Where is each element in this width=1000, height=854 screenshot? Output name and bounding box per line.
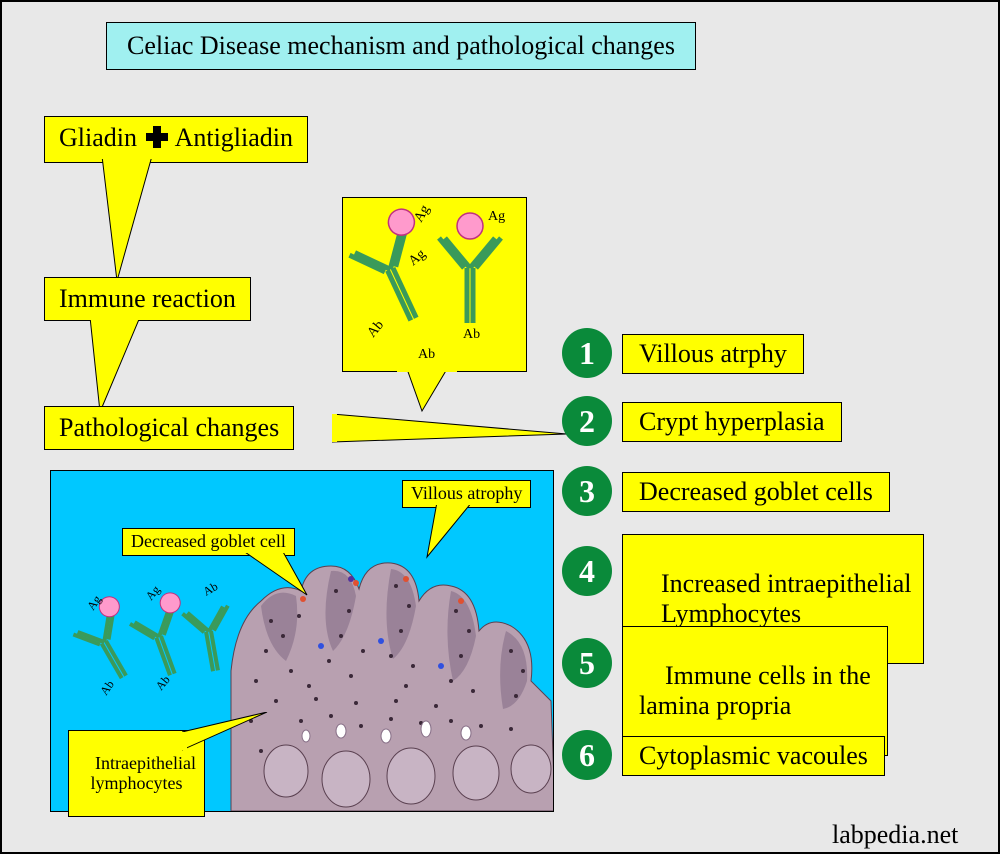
change-text: Cytoplasmic vacoules xyxy=(639,741,868,770)
iel-text: Intraepithelial lymphocytes xyxy=(90,753,195,793)
svg-text:Ag: Ag xyxy=(143,583,163,603)
svg-text:Ab: Ab xyxy=(201,579,221,598)
goblet-text: Decreased goblet cell xyxy=(131,531,286,551)
ab-label: Ab xyxy=(365,318,387,341)
flow-box-immune: Immune reaction xyxy=(44,277,251,321)
callout-tail-iel xyxy=(182,712,272,752)
callout-tail-1 xyxy=(82,156,182,286)
antibody-illustration: Ag Ag Ag Ab Ab Ab xyxy=(343,198,528,373)
num-text: 5 xyxy=(579,645,595,682)
change-text: Crypt hyperplasia xyxy=(639,407,825,436)
change-number-5: 5 xyxy=(562,638,612,688)
callout-tail-3 xyxy=(332,414,572,454)
change-number-4: 4 xyxy=(562,546,612,596)
change-label-6: Cytoplasmic vacoules xyxy=(622,736,885,776)
change-text: Immune cells in the lamina propria xyxy=(639,661,871,720)
change-text: Decreased goblet cells xyxy=(639,477,873,506)
title-text: Celiac Disease mechanism and pathologica… xyxy=(127,31,675,60)
change-number-6: 6 xyxy=(562,730,612,780)
ab-label: Ab xyxy=(418,347,435,362)
antigliadin-text: Antigliadin xyxy=(175,123,293,152)
change-label-1: Villous atrphy xyxy=(622,334,804,374)
gliadin-text: Gliadin xyxy=(59,123,137,152)
change-number-2: 2 xyxy=(562,396,612,446)
callout-tail-villous xyxy=(422,502,482,562)
num-text: 1 xyxy=(579,335,595,372)
plus-icon xyxy=(144,124,170,157)
num-text: 3 xyxy=(579,473,595,510)
change-text: Villous atrphy xyxy=(639,339,787,368)
watermark: labpedia.net xyxy=(832,820,958,850)
ab-label: Ab xyxy=(463,327,480,342)
change-text: Increased intraepithelial Lymphocytes xyxy=(635,569,911,628)
callout-tail-2 xyxy=(70,317,170,417)
change-number-3: 3 xyxy=(562,466,612,516)
callout-tail-ab xyxy=(397,369,457,414)
diagram-title: Celiac Disease mechanism and pathologica… xyxy=(106,22,696,70)
ag-label: Ag xyxy=(488,209,505,224)
num-text: 6 xyxy=(579,737,595,774)
change-label-3: Decreased goblet cells xyxy=(622,472,890,512)
flow-box-pathological: Pathological changes xyxy=(44,406,294,450)
svg-text:Ab: Ab xyxy=(97,678,117,698)
watermark-text: labpedia.net xyxy=(832,820,958,849)
pathological-text: Pathological changes xyxy=(59,413,279,442)
callout-tail-goblet xyxy=(232,550,312,600)
antibody-panel: Ag Ag Ag Ab Ab Ab xyxy=(342,197,527,372)
villous-text: Villous atrophy xyxy=(411,483,522,503)
change-number-1: 1 xyxy=(562,328,612,378)
ag-label: Ag xyxy=(406,247,429,269)
change-label-2: Crypt hyperplasia xyxy=(622,402,842,442)
num-text: 2 xyxy=(579,403,595,440)
svg-text:Ab: Ab xyxy=(153,673,173,693)
immune-text: Immune reaction xyxy=(59,284,236,313)
num-text: 4 xyxy=(579,553,595,590)
diagram-canvas: Celiac Disease mechanism and pathologica… xyxy=(0,0,1000,854)
